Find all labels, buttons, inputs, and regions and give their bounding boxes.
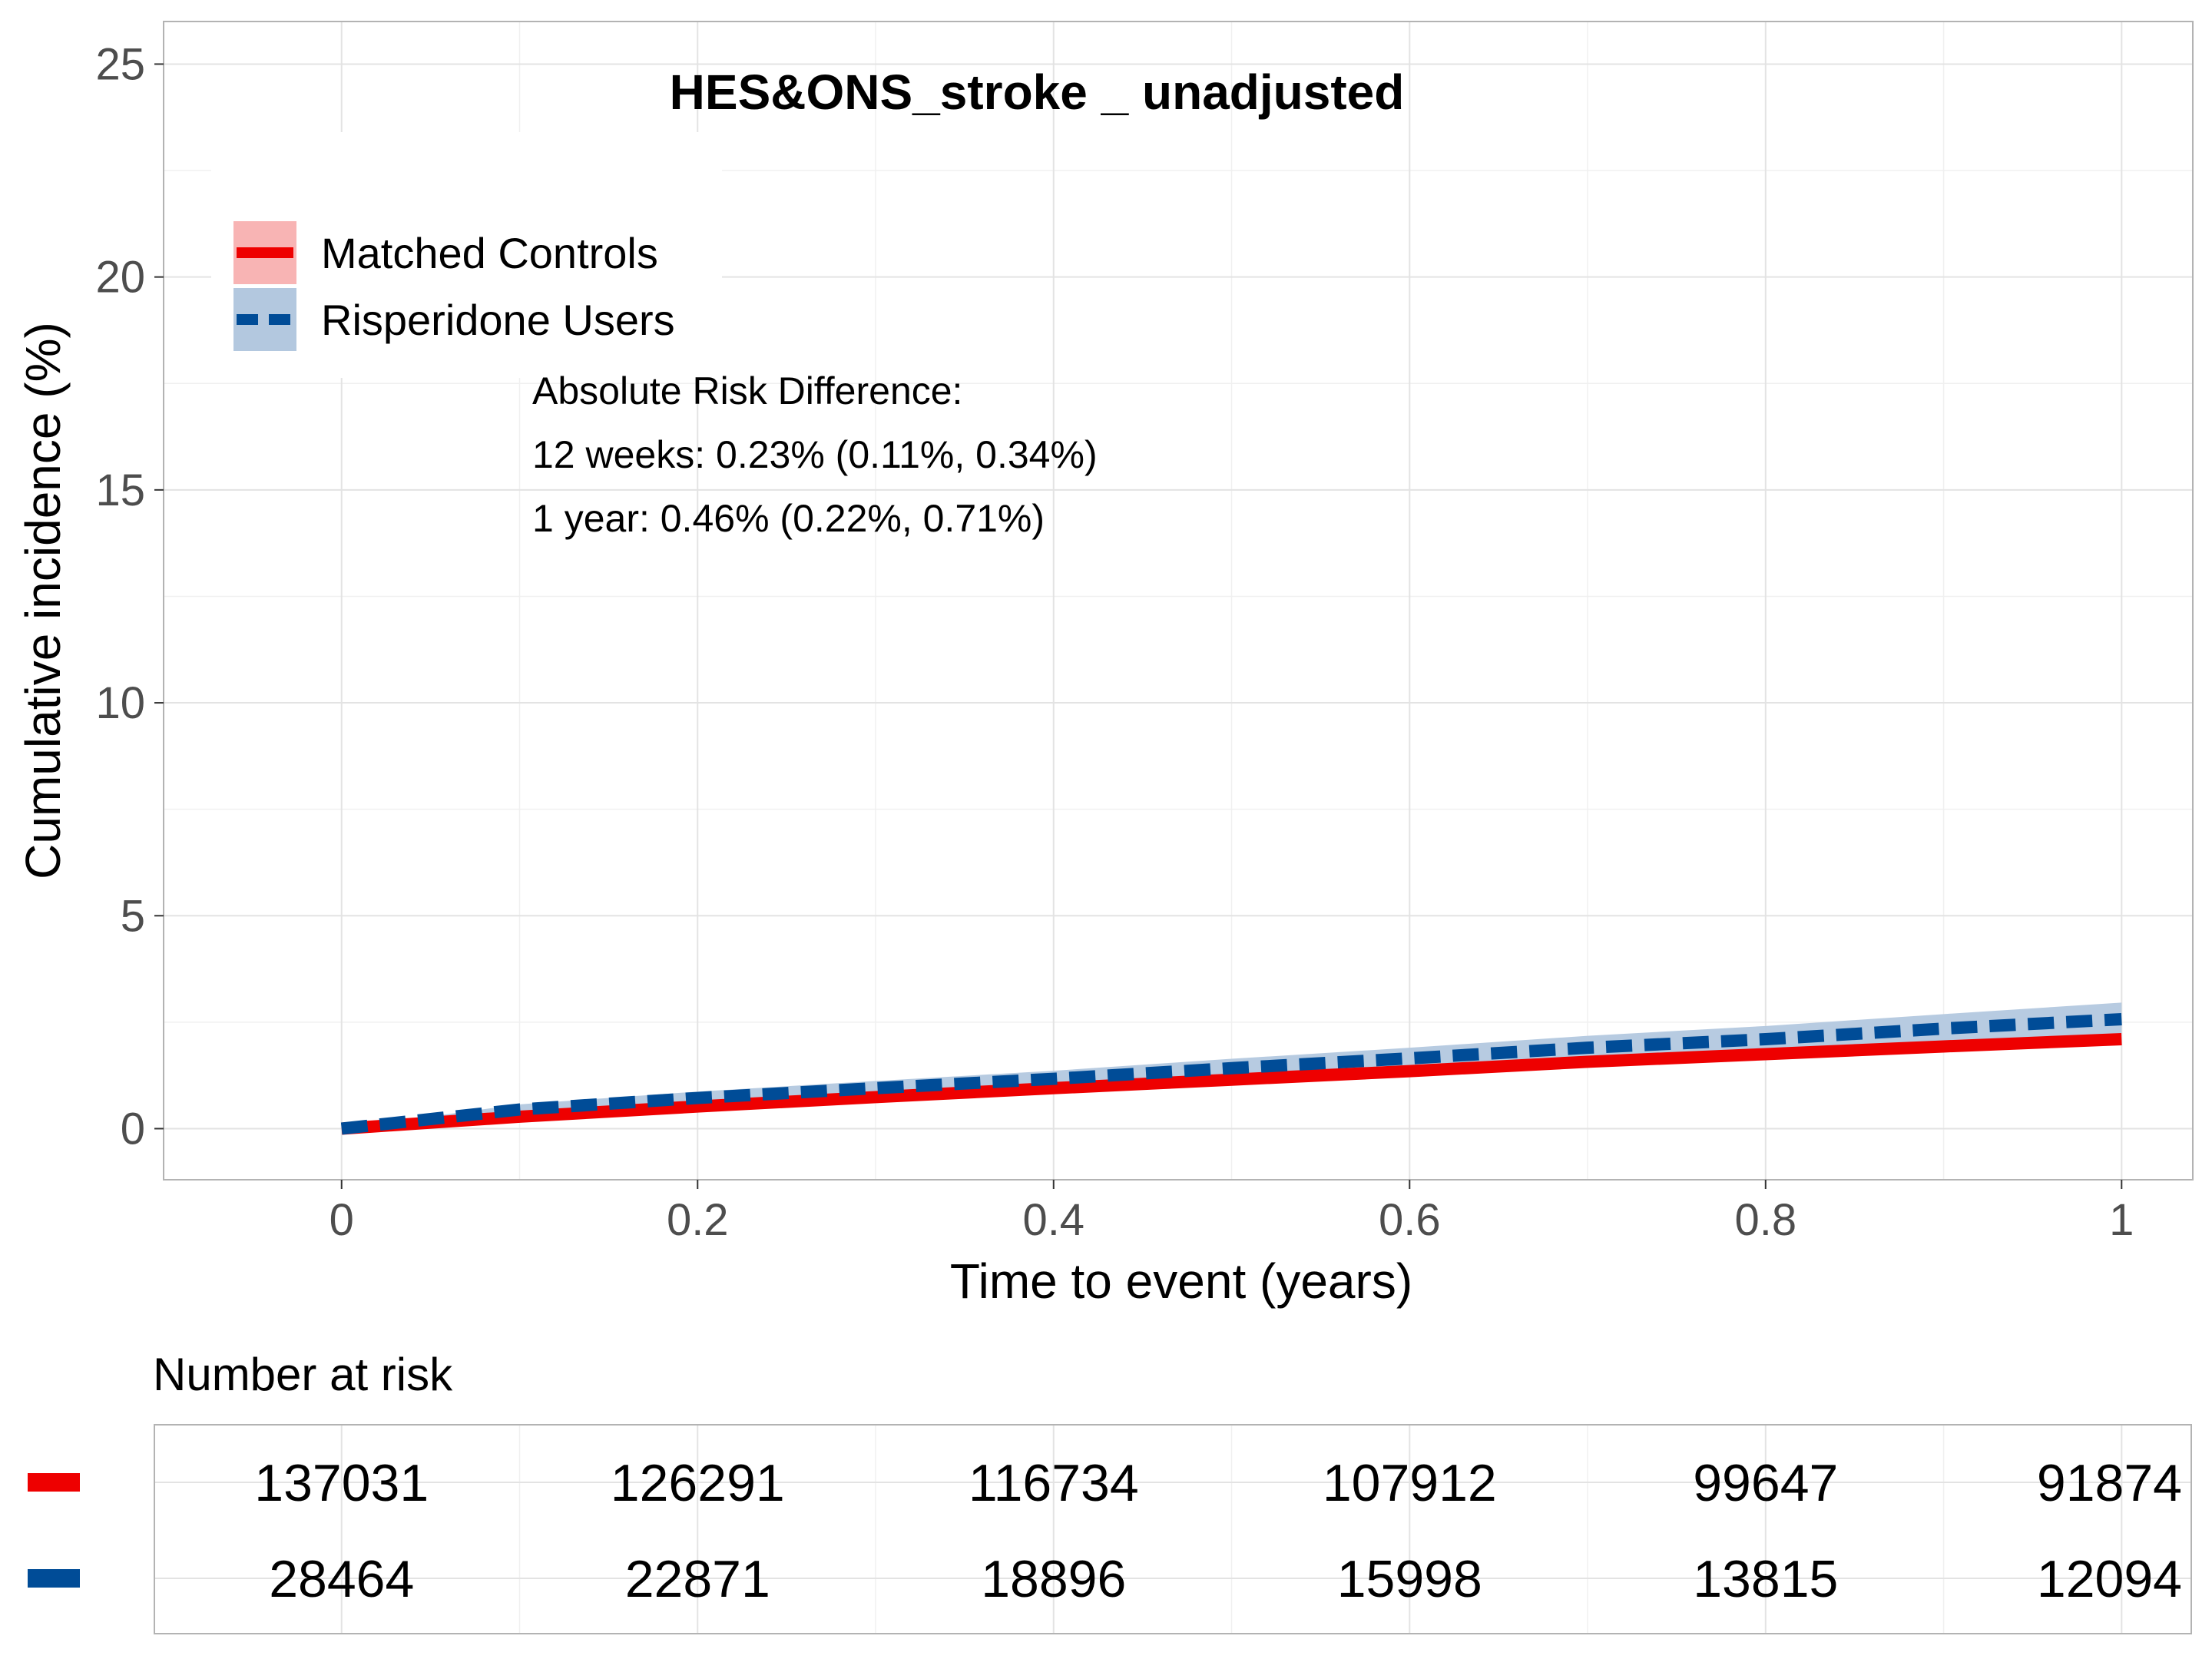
risk-table-cell: 18896 (981, 1550, 1126, 1608)
y-tick-label: 0 (121, 1104, 145, 1154)
x-axis-label: Time to event (years) (950, 1253, 1412, 1309)
y-axis-label: Cumulative incidence (%) (15, 322, 71, 879)
y-tick-label: 10 (95, 678, 145, 728)
annotation-line-3: 1 year: 0.46% (0.22%, 0.71%) (532, 497, 1045, 540)
legend-label-risperidone-users: Risperidone Users (321, 296, 675, 344)
risk-table-cell: 13815 (1693, 1550, 1838, 1608)
risk-table-cell: 22871 (625, 1550, 770, 1608)
y-tick-label: 25 (95, 39, 145, 89)
risk-table-title: Number at risk (153, 1349, 453, 1400)
y-tick-label: 5 (121, 891, 145, 941)
x-tick-label: 0.8 (1734, 1195, 1796, 1245)
series-line-matched-controls (341, 1033, 2122, 1135)
chart-title: HES&ONS_stroke _ unadjusted (670, 65, 1405, 120)
x-tick-label: 0.4 (1022, 1195, 1084, 1245)
risk-table-cell: 107912 (1323, 1454, 1497, 1512)
risk-table-keys (28, 1473, 80, 1588)
legend-label-matched-controls: Matched Controls (321, 229, 658, 277)
series-line-risperidone-users (340, 1012, 2122, 1135)
main-panel-border (163, 21, 2194, 1181)
risk-table-values: 137031 126291 116734 107912 99647 91874 28464 2… (254, 1454, 2182, 1608)
x-tick-label: 0.6 (1379, 1195, 1441, 1245)
legend: Matched Controls Risperidone Users (211, 132, 722, 378)
x-tick-label: 1 (2109, 1195, 2134, 1245)
y-tick-label: 15 (95, 465, 145, 515)
risk-difference-annotation: Absolute Risk Difference: 12 weeks: 0.23… (532, 369, 1098, 540)
main-grid (164, 22, 2193, 1180)
annotation-line-2: 12 weeks: 0.23% (0.11%, 0.34%) (532, 433, 1098, 476)
annotation-line-1: Absolute Risk Difference: (532, 369, 962, 412)
x-tick-label: 0.2 (667, 1195, 729, 1245)
y-tick-label: 20 (95, 253, 145, 303)
risk-table-cell: 15998 (1337, 1550, 1482, 1608)
risk-table-grid (154, 1425, 2191, 1634)
risk-table-cell: 12094 (2037, 1550, 2182, 1608)
risk-table-cell: 137031 (254, 1454, 429, 1512)
risk-table-cell: 99647 (1693, 1454, 1838, 1512)
series-lines (340, 1012, 2122, 1135)
risk-table-border (154, 1424, 2192, 1634)
risk-table-cell: 126291 (611, 1454, 785, 1512)
risk-table-cell: 91874 (2037, 1454, 2182, 1512)
risk-table-cell: 28464 (269, 1550, 414, 1608)
x-tick-label: 0 (329, 1195, 354, 1245)
risk-table-cell: 116734 (969, 1454, 1139, 1512)
